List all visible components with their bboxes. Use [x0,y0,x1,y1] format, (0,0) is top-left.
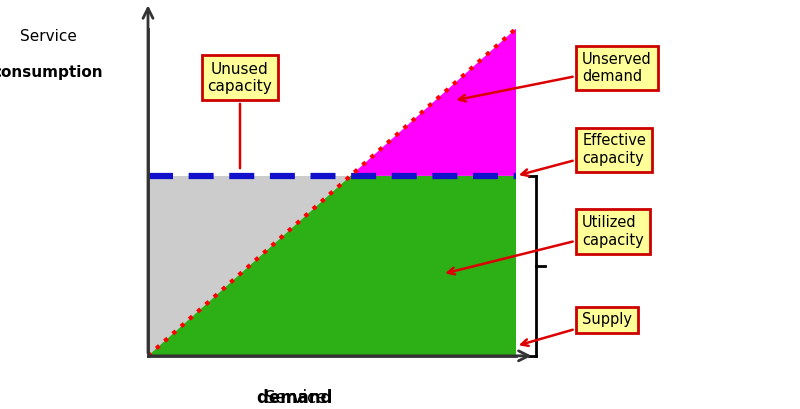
Polygon shape [350,29,516,176]
Text: Unused
capacity: Unused capacity [208,61,272,168]
Text: Service: Service [19,29,77,44]
Text: Service: Service [266,389,332,407]
Text: Utilized
capacity: Utilized capacity [448,215,644,274]
Text: consumption: consumption [0,65,103,81]
Text: Effective
capacity: Effective capacity [522,133,646,176]
Polygon shape [148,176,516,356]
Text: Supply: Supply [522,312,632,346]
Text: demand: demand [210,389,332,407]
Text: Unserved
demand: Unserved demand [459,52,652,101]
Polygon shape [148,176,350,356]
